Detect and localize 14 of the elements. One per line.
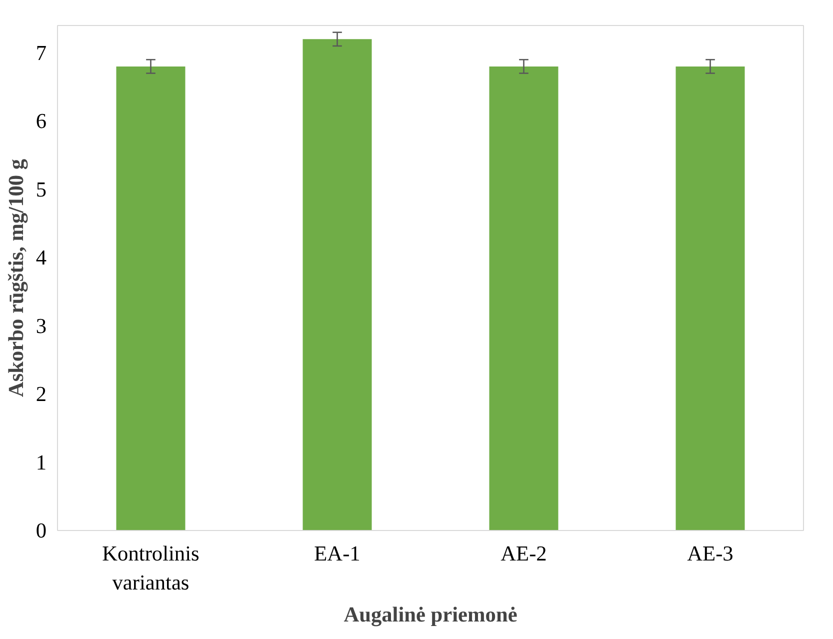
y-tick-label: 4: [36, 246, 47, 270]
x-tick-label: AE-3: [687, 542, 734, 566]
x-axis-title: Augalinė priemonė: [344, 602, 518, 626]
x-tick-label: Kontrolinis variantas: [102, 542, 200, 594]
y-tick-label: 1: [36, 450, 47, 474]
y-axis-title: Askorbo rūgštis, mg/100 g: [4, 158, 28, 398]
y-tick-label: 2: [36, 382, 47, 406]
x-tick-label: EA-1: [314, 542, 360, 566]
y-tick-label: 5: [36, 177, 47, 202]
y-tick-label: 6: [36, 109, 47, 134]
y-tick-label: 3: [36, 314, 47, 338]
y-tick-label: 0: [36, 518, 47, 542]
x-tick-label: AE-2: [500, 542, 547, 566]
y-tick-label: 7: [36, 40, 47, 65]
